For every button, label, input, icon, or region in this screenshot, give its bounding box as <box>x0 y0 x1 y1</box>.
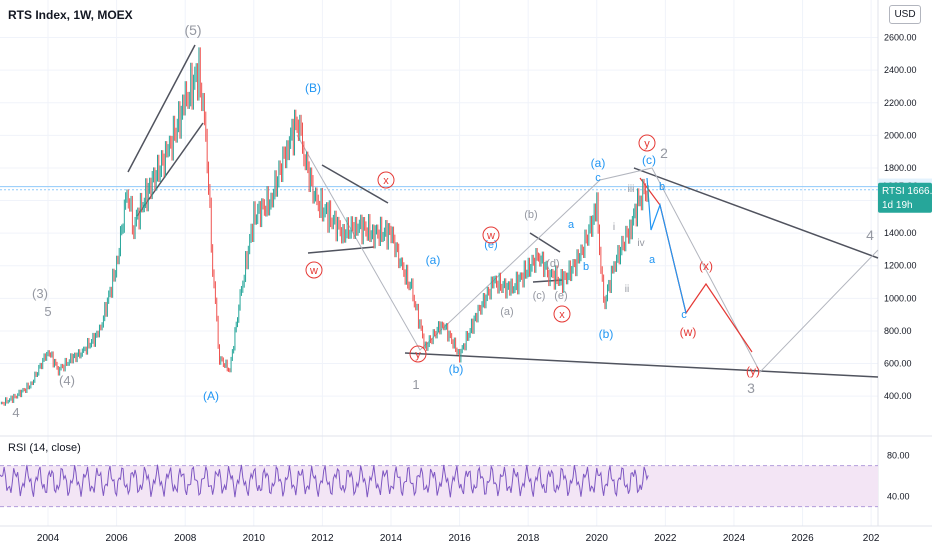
x-tick-label: 2006 <box>105 533 128 544</box>
projection-blue <box>646 177 687 314</box>
wave-label: 4 <box>12 405 19 420</box>
y-tick-label: 2400.00 <box>884 65 917 75</box>
y-tick-label: 1800.00 <box>884 163 917 173</box>
wave-label: x <box>383 175 389 187</box>
wave-label: (3) <box>32 286 48 301</box>
x-tick-label: 2022 <box>654 533 677 544</box>
y-tick-label: 1400.00 <box>884 228 917 238</box>
wave-label: (4) <box>59 373 75 388</box>
x-tick-label: 2018 <box>517 533 540 544</box>
wave-label: (a) <box>591 156 606 170</box>
marker-current-label: RTSI 1666.21 <box>882 186 932 197</box>
wave-label: (x) <box>699 259 713 273</box>
rsi-title: RSI (14, close) <box>8 442 81 454</box>
wave-label: ii <box>625 284 629 295</box>
wave-label: w <box>309 265 318 277</box>
x-tick-label: 202 <box>863 533 880 544</box>
chart-title: RTS Index, 1W, MOEX <box>8 8 133 22</box>
wave-label: 2 <box>660 145 668 161</box>
support-trendline <box>404 352 879 378</box>
wave-label-circle <box>377 171 395 189</box>
wave-label-circle <box>409 345 427 363</box>
marker-countdown: 1d 19h <box>882 200 913 211</box>
wave-label: (5) <box>184 22 201 38</box>
y-tick-label: 800.00 <box>884 326 912 336</box>
wave-overlays <box>0 44 879 378</box>
x-tick-label: 2016 <box>448 533 471 544</box>
y-tick-label: 1000.00 <box>884 293 917 303</box>
rsi-tick-label: 40.00 <box>887 491 910 501</box>
y-tick-label: 400.00 <box>884 391 912 401</box>
triangle-lower <box>307 246 375 254</box>
marker-current-bg <box>878 182 932 213</box>
rsi-tick-label: 80.00 <box>887 450 910 460</box>
triangle-upper <box>321 164 389 204</box>
y-tick-label: 600.00 <box>884 359 912 369</box>
channel-upper <box>127 44 196 173</box>
wave-label: 1 <box>412 377 419 392</box>
wave-label: b <box>583 261 589 273</box>
projection-gray <box>296 134 879 373</box>
rsi-pane <box>0 464 878 508</box>
x-tick-label: 2012 <box>311 533 334 544</box>
wave-label: (e) <box>554 290 567 302</box>
y-tick-label: 2200.00 <box>884 98 917 108</box>
wave-label: (c) <box>533 290 546 302</box>
wave-labels: (5) (B) (A) (3) 5 (4) 4 (a) (b) 1 (e) (b) (d) (a) (c) (… <box>12 22 874 420</box>
wave-label: c <box>681 309 687 321</box>
wave-label: (w) <box>680 325 697 339</box>
wave-label: 5 <box>44 304 51 319</box>
wave-label: 4 <box>866 227 874 243</box>
wave-label: i <box>613 222 615 233</box>
wave-label: (y) <box>746 364 760 378</box>
wave-label: w <box>486 230 495 242</box>
x-tick-label: 2008 <box>174 533 197 544</box>
wave-label-circle <box>553 305 571 323</box>
wave-label: (b) <box>449 362 464 376</box>
x-tick-label: 2010 <box>243 533 266 544</box>
price-series <box>0 47 649 406</box>
wave-label: b <box>659 181 665 193</box>
wave-label: (b) <box>599 327 614 341</box>
wave-label: (B) <box>305 81 321 95</box>
rsi-line <box>0 464 649 498</box>
y-tick-label: 1200.00 <box>884 261 917 271</box>
wave-label: (a) <box>500 306 513 318</box>
wave-label: (d) <box>546 258 559 270</box>
wave-label: (a) <box>426 253 441 267</box>
wave-label-circle <box>305 261 323 279</box>
y-tick-label: 2600.00 <box>884 33 917 43</box>
currency-badge[interactable]: USD <box>889 5 921 24</box>
x-tick-label: 2026 <box>791 533 814 544</box>
x-tick-label: 2004 <box>37 533 60 544</box>
price-markers: 1685.80RTSI 1666.211d 19h <box>878 178 932 213</box>
wave-label: (A) <box>203 389 219 403</box>
y-tick-label: 2000.00 <box>884 130 917 140</box>
wave-label: (c) <box>642 153 656 167</box>
wave-label: a <box>568 219 575 231</box>
wave-label: c <box>595 172 601 184</box>
wave-label: x <box>559 309 565 321</box>
wave-label-circle <box>482 226 500 244</box>
wave-label: iii <box>628 184 635 195</box>
resistance-trendline <box>633 167 879 259</box>
wave-label: (b) <box>524 209 537 221</box>
wave-label: y <box>644 138 650 150</box>
x-tick-label: 2024 <box>723 533 746 544</box>
wave-label: iv <box>637 238 644 249</box>
flag-upper <box>529 232 561 253</box>
x-tick-label: 2020 <box>586 533 609 544</box>
x-tick-label: 2014 <box>380 533 403 544</box>
wave-label: y <box>415 349 421 361</box>
wave-label: a <box>649 254 656 266</box>
wave-label-circle <box>638 134 656 152</box>
wave-label: 3 <box>747 380 755 396</box>
